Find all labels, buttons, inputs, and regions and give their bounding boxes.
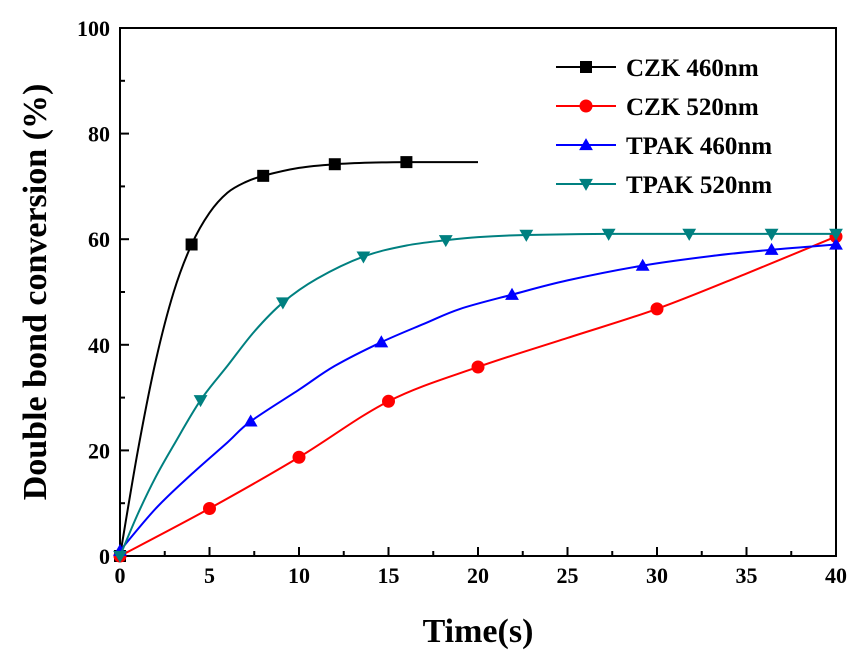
data-point xyxy=(113,550,127,563)
x-tick-label: 10 xyxy=(288,563,310,588)
data-point xyxy=(829,237,843,250)
x-tick-label: 20 xyxy=(467,563,489,588)
data-point xyxy=(203,501,216,515)
x-tick-label: 15 xyxy=(378,563,400,588)
legend-entry: TPAK 460nm xyxy=(556,133,772,160)
series-line xyxy=(119,243,837,552)
data-point xyxy=(400,156,413,169)
series-1 xyxy=(113,230,843,563)
data-point xyxy=(505,287,519,300)
x-tick-label: 30 xyxy=(646,563,668,588)
y-tick-label: 20 xyxy=(88,438,110,463)
data-point xyxy=(243,414,258,427)
x-axis-title: Time(s) xyxy=(423,613,534,650)
legend: CZK 460nm CZK 520nm TPAK 460nm TPAK 520nm xyxy=(556,55,772,199)
legend-marker xyxy=(579,138,593,151)
legend-label: TPAK 460nm xyxy=(626,133,772,160)
legend-label: CZK 460nm xyxy=(626,55,759,82)
series-line xyxy=(119,235,837,557)
data-point xyxy=(374,335,389,348)
data-point xyxy=(682,228,697,241)
data-point xyxy=(764,228,779,241)
legend-entry: CZK 520nm xyxy=(556,94,759,121)
y-tick-label: 40 xyxy=(88,333,110,358)
y-tick-label: 60 xyxy=(88,227,110,252)
legend-marker xyxy=(580,61,592,73)
data-point xyxy=(185,238,198,251)
data-point xyxy=(601,228,616,241)
data-point xyxy=(471,360,485,374)
x-tick-label: 25 xyxy=(557,563,579,588)
x-tick-label: 0 xyxy=(115,563,126,588)
axis-ticks xyxy=(119,27,837,557)
x-tick-label: 35 xyxy=(736,563,758,588)
data-point xyxy=(193,395,208,408)
y-tick-label: 80 xyxy=(88,122,110,147)
x-tick-labels: 0 5 10 15 20 25 30 35 40 xyxy=(115,563,848,588)
data-point xyxy=(650,302,664,316)
y-axis-title: Double bond conversion (%) xyxy=(17,84,54,501)
y-tick-label: 100 xyxy=(77,16,110,41)
series-3 xyxy=(113,228,843,563)
series-layer xyxy=(113,156,843,563)
series-line xyxy=(119,232,836,557)
data-point xyxy=(257,169,270,182)
data-point xyxy=(519,229,534,242)
series-0 xyxy=(114,156,478,562)
data-point xyxy=(829,228,843,241)
legend-label: CZK 520nm xyxy=(626,94,759,121)
data-point xyxy=(635,258,650,271)
data-point xyxy=(275,297,290,310)
legend-marker xyxy=(579,178,593,191)
data-point xyxy=(292,450,306,464)
x-tick-label: 5 xyxy=(204,563,215,588)
legend-label: TPAK 520nm xyxy=(626,172,772,199)
data-point xyxy=(328,158,341,171)
y-tick-label: 0 xyxy=(99,544,110,569)
legend-marker xyxy=(579,99,593,113)
series-2 xyxy=(113,237,843,556)
legend-entry: TPAK 520nm xyxy=(556,172,772,199)
legend-entry: CZK 460nm xyxy=(556,55,759,82)
x-tick-label: 40 xyxy=(825,563,847,588)
data-point xyxy=(356,251,371,264)
data-point xyxy=(764,242,779,255)
data-point xyxy=(382,394,395,408)
y-tick-labels: 0 20 40 60 80 100 xyxy=(77,16,110,569)
series-line xyxy=(119,161,478,557)
data-point xyxy=(438,235,453,248)
